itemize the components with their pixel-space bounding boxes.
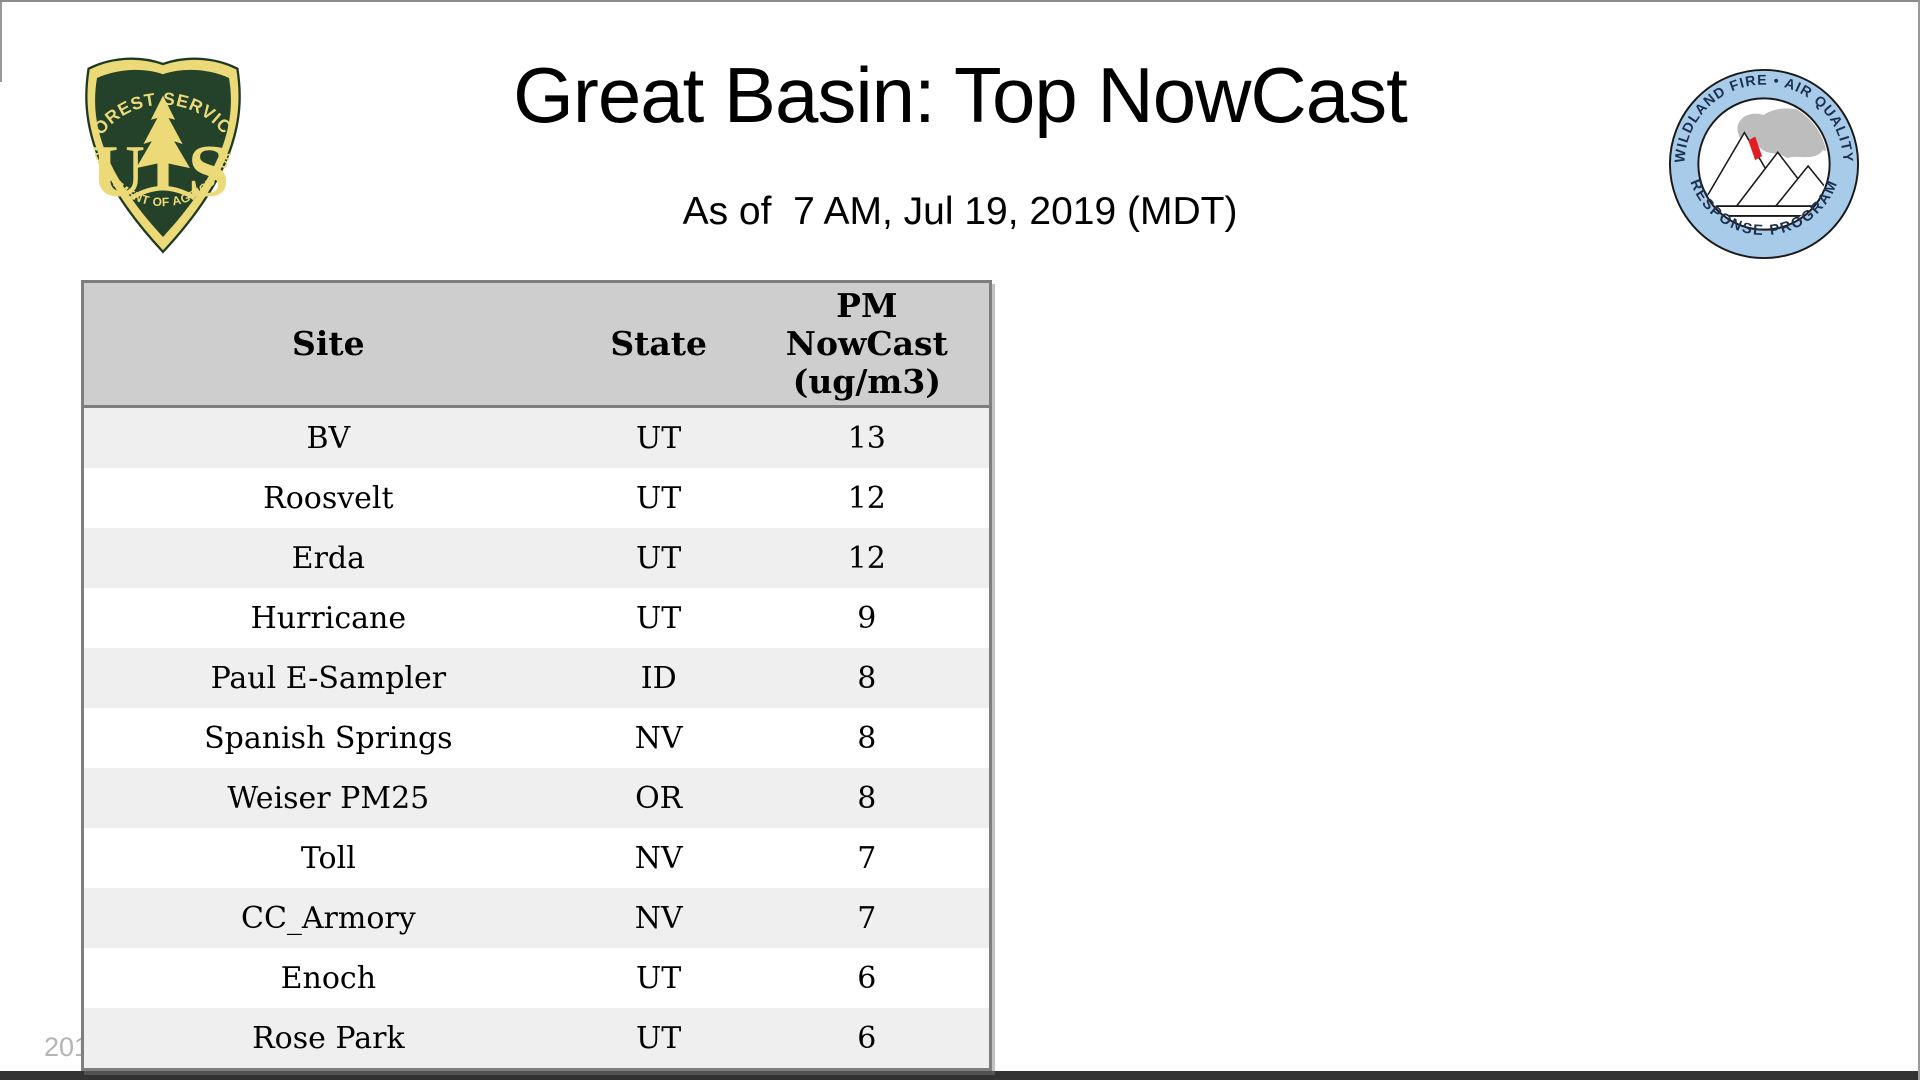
forest-service-logo: FOREST SERVICE U S DEPARTMENT OF AGRICUL… [64, 39, 256, 267]
value-cell: 8 [857, 720, 877, 756]
fs-tree-icon [136, 95, 190, 191]
table-row: Paul E-Sampler ID 8 [84, 648, 989, 708]
state-cell: ID [640, 660, 677, 696]
state-cell: UT [636, 1020, 682, 1056]
column-header-state: State [572, 283, 745, 408]
column-header-site: Site [84, 283, 573, 408]
site-cell: Enoch [280, 960, 377, 996]
state-cell: OR [635, 780, 683, 816]
page-subtitle: As of 7 AM, Jul 19, 2019 (MDT) [682, 190, 1238, 233]
state-cell: UT [636, 480, 682, 516]
state-cell: UT [636, 540, 682, 576]
value-cell: 6 [857, 960, 877, 996]
value-cell: 8 [857, 780, 877, 816]
state-cell: NV [634, 720, 683, 756]
fs-letter-u: U [91, 131, 145, 213]
page-title: Great Basin: Top NowCast [513, 51, 1408, 139]
state-cell: UT [636, 960, 682, 996]
site-cell: BV [306, 420, 351, 456]
table-row: Enoch UT 6 [84, 948, 989, 1008]
window-left-edge [0, 2, 2, 82]
state-cell: NV [634, 840, 683, 876]
table-row: Hurricane UT 9 [84, 588, 989, 648]
value-cell: 8 [857, 660, 877, 696]
value-cell: 13 [847, 420, 886, 456]
table-row: Weiser PM25 OR 8 [84, 768, 989, 828]
table-row: Rose Park UT 6 [84, 1008, 989, 1068]
site-cell: Paul E-Sampler [210, 660, 447, 696]
wfaqrp-logo: WILDLAND FIRE • AIR QUALITY RESPONSE PRO… [1666, 66, 1862, 267]
wfaqrp-circle-icon: WILDLAND FIRE • AIR QUALITY RESPONSE PRO… [1668, 68, 1860, 260]
site-cell: CC_Armory [240, 900, 416, 936]
state-cell: UT [636, 600, 682, 636]
table-row: Spanish Springs NV 8 [84, 708, 989, 768]
table-row: BV UT 13 [84, 406, 989, 468]
nowcast-table: Site State PM NowCast (ug/m3) BV UT 13 R… [84, 283, 989, 1068]
site-cell: Roosvelt [263, 480, 394, 516]
window-bottom-edge [0, 1071, 1918, 1080]
site-cell: Erda [291, 540, 366, 576]
state-cell: UT [636, 420, 682, 456]
table-header-row: Site State PM NowCast (ug/m3) [84, 283, 989, 408]
site-cell: Hurricane [250, 600, 407, 636]
state-cell: NV [634, 900, 683, 936]
forest-service-shield-icon: FOREST SERVICE U S DEPARTMENT OF AGRICUL… [64, 39, 241, 254]
table-row: Roosvelt UT 12 [84, 468, 989, 528]
nowcast-table-container: Site State PM NowCast (ug/m3) BV UT 13 R… [81, 280, 992, 1071]
value-cell: 7 [857, 900, 877, 936]
fs-letter-s: S [188, 131, 229, 213]
site-cell: Rose Park [252, 1020, 405, 1056]
value-cell: 12 [847, 540, 886, 576]
value-cell: 7 [857, 840, 877, 876]
table-row: Toll NV 7 [84, 828, 989, 888]
table-row: CC_Armory NV 7 [84, 888, 989, 948]
site-cell: Spanish Springs [204, 720, 453, 756]
value-cell: 12 [847, 480, 886, 516]
table-row: Erda UT 12 [84, 528, 989, 588]
site-cell: Toll [300, 840, 356, 876]
value-cell: 9 [857, 600, 877, 636]
value-cell: 6 [857, 1020, 877, 1056]
site-cell: Weiser PM25 [227, 780, 430, 816]
column-header-pm-nowcast: PM NowCast (ug/m3) [744, 283, 989, 408]
fire-mark-icon [1748, 136, 1763, 161]
